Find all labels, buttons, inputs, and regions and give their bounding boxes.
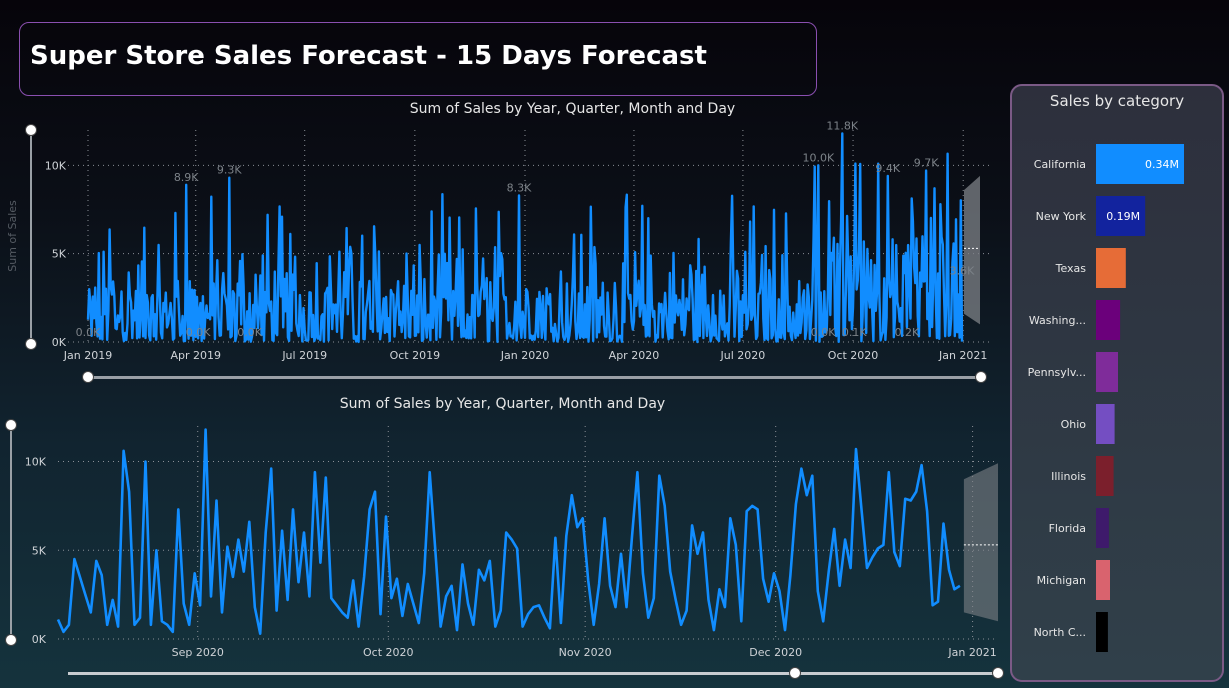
top-data-label: 11.8K xyxy=(826,120,858,133)
top-data-label: 9.7K xyxy=(914,157,939,170)
bottom-x-tick-label: Dec 2020 xyxy=(749,646,802,659)
top-x-tick-label: Jan 2020 xyxy=(500,349,549,362)
category-label: Texas xyxy=(1055,262,1087,275)
category-bar[interactable] xyxy=(1096,456,1114,496)
sales-by-category-bar-chart[interactable]: California 0.34M New York 0.19M Texas Washing… xyxy=(1012,126,1222,676)
category-label: Illinois xyxy=(1051,470,1086,483)
top-data-label: 9.4K xyxy=(875,162,900,175)
top-y-range-slider[interactable] xyxy=(30,130,32,344)
top-data-label: 0.0K xyxy=(811,326,836,339)
report-title-box: Super Store Sales Forecast - 15 Days For… xyxy=(19,22,817,96)
category-bar[interactable] xyxy=(1096,352,1118,392)
bottom-y-tick-label: 5K xyxy=(32,544,47,557)
bottom-x-tick-label: Sep 2020 xyxy=(172,646,224,659)
top-chart-title: Sum of Sales by Year, Quarter, Month and… xyxy=(409,101,736,117)
category-label: Pennsylv... xyxy=(1028,366,1086,379)
category-label: New York xyxy=(1036,210,1087,223)
bottom-x-range-slider[interactable] xyxy=(68,672,998,675)
top-x-slider-end-handle[interactable] xyxy=(975,371,987,383)
bottom-y-range-slider[interactable] xyxy=(10,425,12,639)
category-label: Michigan xyxy=(1037,574,1086,587)
top-x-tick-label: Apr 2019 xyxy=(170,349,221,362)
bottom-x-slider-start-handle[interactable] xyxy=(789,667,801,679)
top-data-label: 9.3K xyxy=(217,164,242,177)
top-x-tick-label: Jul 2020 xyxy=(720,349,766,362)
report-title: Super Store Sales Forecast - 15 Days For… xyxy=(30,41,707,71)
top-data-label: 8.3K xyxy=(507,181,532,194)
top-x-tick-label: Jan 2021 xyxy=(938,349,987,362)
category-label: Florida xyxy=(1049,522,1086,535)
top-data-label: 10.0K xyxy=(802,151,834,164)
top-data-label: 8.9K xyxy=(174,171,199,184)
category-bar[interactable] xyxy=(1096,144,1184,184)
top-x-range-slider[interactable] xyxy=(88,376,980,379)
top-forecast-band xyxy=(964,175,980,325)
category-value-label: 0.19M xyxy=(1106,210,1140,223)
category-bar[interactable] xyxy=(1096,508,1109,548)
top-data-label: 0.0K xyxy=(237,326,262,339)
bottom-y-tick-label: 10K xyxy=(25,456,47,469)
category-label: California xyxy=(1034,158,1086,171)
bottom-y-tick-label: 0K xyxy=(32,633,47,646)
bottom-y-slider-max-handle[interactable] xyxy=(5,419,17,431)
top-data-label: 0.0K xyxy=(186,326,211,339)
top-sales-line xyxy=(86,132,964,344)
category-label: Ohio xyxy=(1061,418,1087,431)
top-data-label: 0.1K xyxy=(842,326,867,339)
top-x-tick-label: Jan 2019 xyxy=(63,349,112,362)
category-label: Washing... xyxy=(1029,314,1086,327)
top-data-label: 3.6K xyxy=(950,264,975,277)
sales-by-category-panel: Sales by category California 0.34M New Yor… xyxy=(1010,84,1224,682)
top-y-slider-min-handle[interactable] xyxy=(25,338,37,350)
top-y-axis-label: Sum of Sales xyxy=(6,200,19,272)
bottom-x-slider-end-handle[interactable] xyxy=(992,667,1004,679)
category-label: North C... xyxy=(1034,626,1086,639)
category-bar[interactable] xyxy=(1096,248,1126,288)
bottom-x-tick-label: Jan 2021 xyxy=(947,646,996,659)
top-sales-line-chart[interactable]: 0K 5K 10K Sum of Sales Jan 2019 Apr 2019 Jul 2… xyxy=(0,120,1000,370)
category-bar[interactable] xyxy=(1096,404,1115,444)
top-x-slider-start-handle[interactable] xyxy=(82,371,94,383)
bottom-sales-line xyxy=(56,428,961,635)
top-x-tick-label: Apr 2020 xyxy=(609,349,660,362)
category-bar[interactable] xyxy=(1096,196,1146,236)
bottom-chart-title: Sum of Sales by Year, Quarter, Month and… xyxy=(339,396,666,412)
top-x-tick-label: Oct 2020 xyxy=(828,349,879,362)
bottom-sales-line-chart[interactable]: 0K 5K 10K Sep 2020 Oct 2020 Nov 2020 Dec 2020 J… xyxy=(0,416,1005,666)
top-y-slider-max-handle[interactable] xyxy=(25,124,37,136)
category-bar[interactable] xyxy=(1096,560,1110,600)
bottom-x-tick-label: Oct 2020 xyxy=(363,646,414,659)
category-bar[interactable] xyxy=(1096,612,1108,652)
top-data-label: 0.0K xyxy=(76,326,101,339)
top-y-tick-label: 0K xyxy=(52,336,67,349)
sales-by-category-title: Sales by category xyxy=(1049,92,1185,110)
top-y-tick-label: 10K xyxy=(45,159,67,172)
top-data-label: 0.2K xyxy=(895,326,920,339)
bottom-x-tick-label: Nov 2020 xyxy=(559,646,612,659)
top-x-tick-label: Jul 2019 xyxy=(281,349,327,362)
bottom-forecast-band xyxy=(963,463,998,622)
category-value-label: 0.34M xyxy=(1145,158,1179,171)
top-x-tick-label: Oct 2019 xyxy=(390,349,441,362)
category-bar[interactable] xyxy=(1096,300,1121,340)
bottom-y-slider-min-handle[interactable] xyxy=(5,634,17,646)
top-y-tick-label: 5K xyxy=(52,248,67,261)
